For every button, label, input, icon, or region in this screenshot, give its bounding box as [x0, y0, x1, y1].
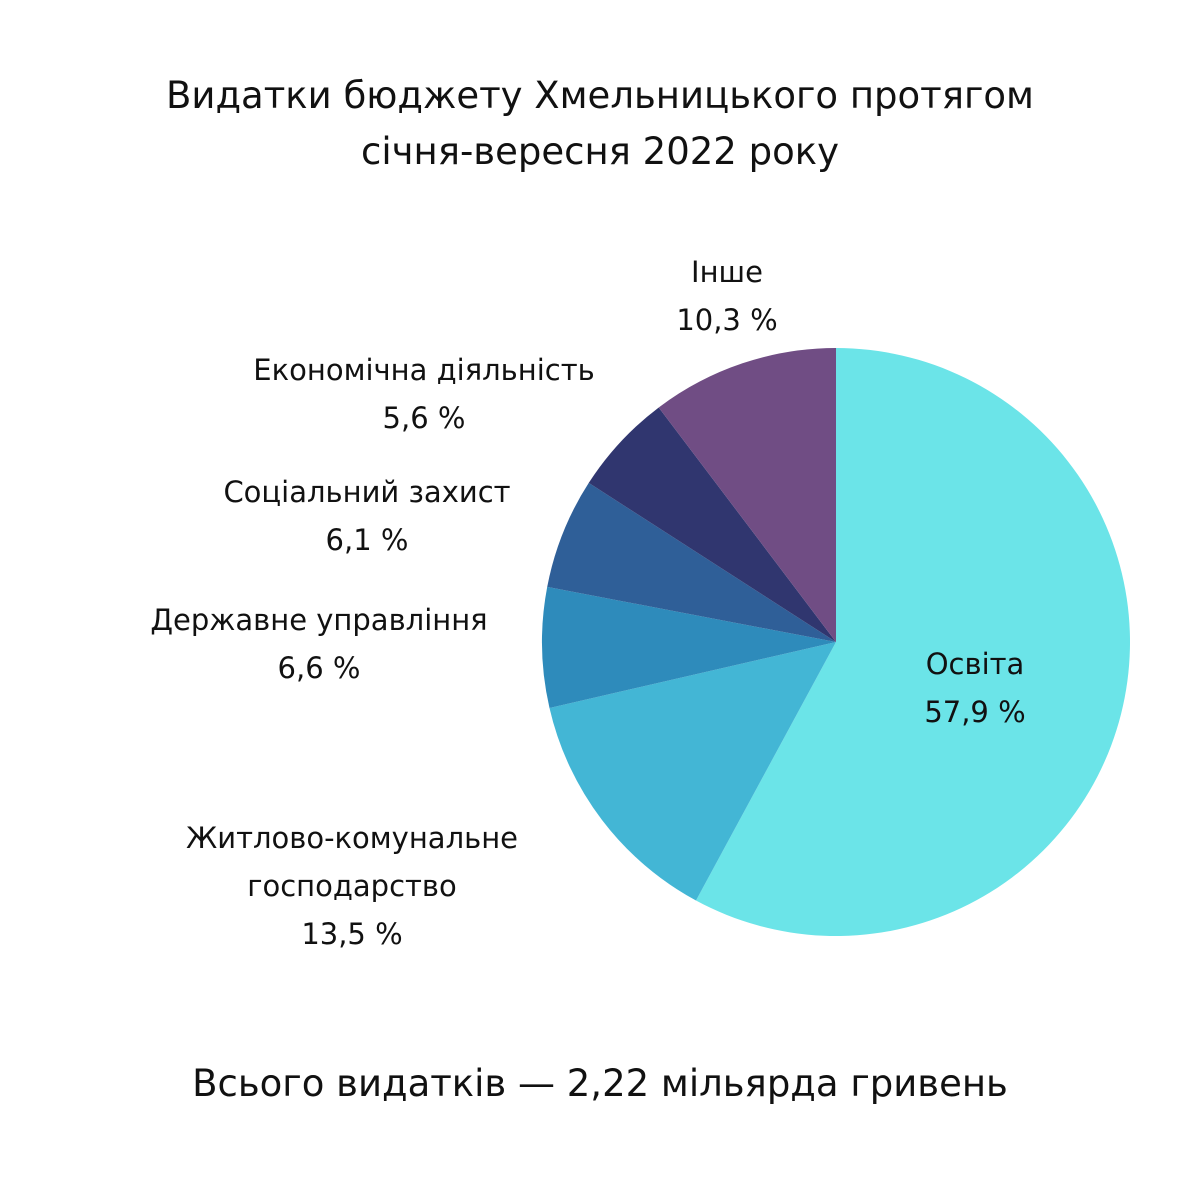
- pie-slice-0: [695, 348, 1131, 936]
- slice-name: Інше: [691, 255, 763, 289]
- slice-name: господарство: [247, 869, 457, 903]
- slice-label-1: Житлово-комунальне господарство 13,5 %: [186, 821, 518, 951]
- pie-slice-3: [547, 482, 836, 642]
- slice-name: Освіта: [926, 647, 1025, 681]
- slice-value: 5,6 %: [383, 401, 466, 435]
- pie-slice-5: [658, 348, 836, 642]
- chart-title-line-1: Видатки бюджету Хмельницького протягом: [166, 74, 1034, 117]
- pie-slice-1: [549, 642, 836, 901]
- slice-value: 10,3 %: [676, 303, 777, 337]
- chart-title: Видатки бюджету Хмельницького протягом с…: [100, 68, 1100, 180]
- chart-title-line-2: січня-вересня 2022 року: [361, 130, 839, 173]
- pie-slice-4: [588, 407, 836, 642]
- slice-label-4: Економічна діяльність 5,6 %: [253, 353, 594, 435]
- slice-name: Економічна діяльність: [253, 353, 594, 387]
- slice-name: Житлово-комунальне: [186, 821, 518, 855]
- slice-name: Державне управління: [150, 603, 487, 637]
- slice-value: 13,5 %: [301, 917, 402, 951]
- slice-label-5: Інше 10,3 %: [676, 255, 777, 337]
- slice-label-2: Державне управління 6,6 %: [150, 603, 487, 685]
- slice-value: 57,9 %: [924, 695, 1025, 729]
- slice-value: 6,1 %: [326, 523, 409, 557]
- slice-name: Соціальний захист: [223, 475, 510, 509]
- slice-value: 6,6 %: [278, 651, 361, 685]
- slice-label-0: Освіта 57,9 %: [924, 647, 1025, 729]
- total-expenses: Всього видатків — 2,22 мільярда гривень: [192, 1062, 1008, 1105]
- pie-slice-2: [542, 586, 836, 708]
- slice-label-3: Соціальний захист 6,1 %: [223, 475, 510, 557]
